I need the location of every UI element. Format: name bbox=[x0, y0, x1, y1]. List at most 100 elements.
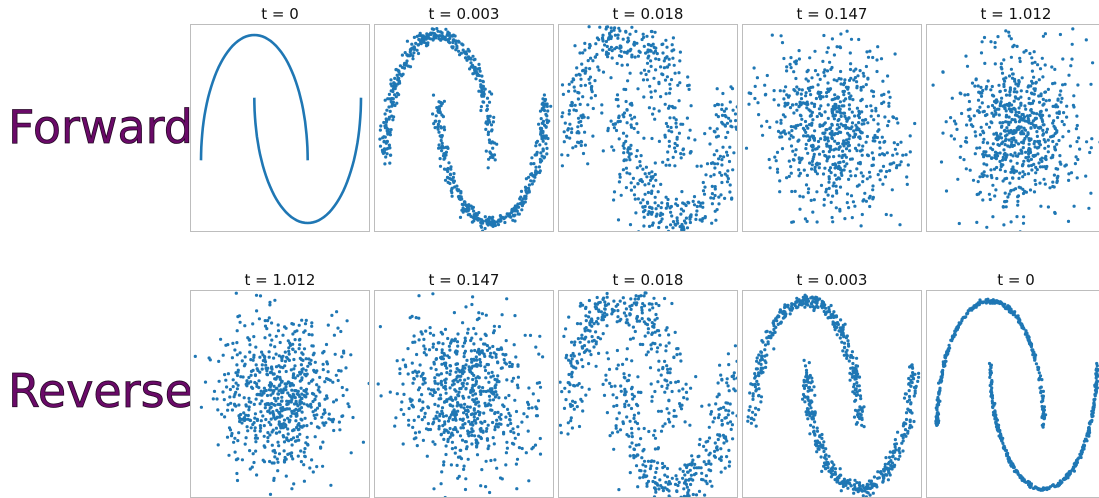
scatter-point bbox=[534, 144, 538, 148]
scatter-point bbox=[899, 160, 903, 164]
scatter-point bbox=[964, 54, 968, 58]
scatter-point bbox=[887, 119, 891, 123]
scatter-point bbox=[847, 91, 851, 95]
scatter-point bbox=[728, 190, 732, 194]
scatter-point bbox=[1039, 94, 1043, 98]
scatter-point bbox=[269, 423, 273, 427]
scatter-point bbox=[483, 332, 487, 336]
scatter-point bbox=[283, 359, 288, 363]
scatter-point bbox=[538, 436, 542, 441]
scatter-point bbox=[1023, 136, 1027, 141]
scatter-point bbox=[507, 393, 511, 398]
scatter-point bbox=[665, 386, 669, 390]
scatter-point bbox=[580, 358, 584, 362]
scatter-point bbox=[489, 220, 493, 224]
scatter-point bbox=[253, 373, 257, 377]
scatter-point bbox=[650, 136, 654, 141]
scatter-point bbox=[689, 213, 693, 217]
scatter-point bbox=[587, 387, 591, 391]
scatter-point bbox=[1059, 100, 1063, 104]
scatter-point bbox=[671, 226, 675, 230]
scatter-point bbox=[644, 165, 648, 169]
scatter-point bbox=[839, 489, 843, 493]
scatter-point bbox=[1018, 59, 1022, 64]
scatter-point bbox=[865, 50, 869, 54]
scatter-point bbox=[584, 319, 588, 323]
scatter-point bbox=[726, 169, 730, 173]
scatter-point bbox=[670, 49, 674, 53]
scatter-point bbox=[282, 418, 287, 422]
scatter-point bbox=[807, 187, 811, 191]
scatter-point bbox=[223, 373, 227, 377]
scatter-point bbox=[612, 126, 616, 130]
scatter-point bbox=[648, 84, 652, 88]
scatter-point bbox=[1085, 140, 1089, 144]
scatter-point bbox=[853, 132, 857, 136]
scatter-point bbox=[654, 68, 658, 72]
scatter-point bbox=[663, 464, 667, 468]
scatter-point bbox=[1041, 119, 1045, 124]
scatter-point bbox=[540, 121, 544, 125]
scatter-point bbox=[449, 165, 453, 169]
scatter-point bbox=[472, 408, 476, 412]
scatter-point bbox=[996, 35, 1000, 39]
scatter-point bbox=[266, 431, 270, 435]
scatter-point bbox=[251, 322, 255, 326]
scatter-point bbox=[282, 387, 286, 391]
scatter-point bbox=[795, 92, 799, 96]
scatter-point bbox=[628, 419, 632, 423]
scatter-point bbox=[636, 390, 641, 394]
scatter-point bbox=[1033, 87, 1037, 91]
scatter-point bbox=[811, 118, 815, 122]
scatter-point bbox=[874, 106, 878, 110]
scatter-point bbox=[1043, 146, 1047, 150]
scatter-point bbox=[712, 129, 716, 133]
scatter-point bbox=[859, 397, 863, 401]
scatter-point bbox=[804, 77, 808, 81]
scatter-point bbox=[303, 455, 307, 459]
scatter-point bbox=[311, 353, 315, 357]
scatter-point bbox=[726, 421, 730, 425]
scatter-point bbox=[310, 321, 314, 325]
scatter-point bbox=[428, 37, 433, 41]
scatter-point bbox=[323, 397, 327, 401]
scatter-point bbox=[850, 216, 854, 220]
scatter-point bbox=[280, 358, 284, 363]
scatter-point bbox=[675, 477, 679, 481]
scatter-point bbox=[444, 381, 448, 385]
scatter-point bbox=[1020, 151, 1024, 155]
scatter-point bbox=[570, 340, 574, 344]
scatter-point bbox=[987, 125, 992, 129]
scatter-point bbox=[541, 129, 545, 134]
scatter-point bbox=[660, 217, 664, 221]
scatter-point bbox=[646, 190, 650, 195]
scatter-point bbox=[625, 347, 629, 351]
scatter-point bbox=[818, 123, 822, 127]
scatter-point bbox=[297, 347, 301, 351]
scatter-point bbox=[244, 382, 248, 386]
scatter-point bbox=[575, 66, 579, 70]
scatter-point bbox=[285, 436, 289, 440]
scatter-point bbox=[999, 136, 1004, 140]
scatter-point bbox=[439, 482, 443, 486]
scatter-point bbox=[842, 93, 846, 97]
scatter-point bbox=[281, 426, 285, 430]
scatter-point bbox=[1001, 179, 1005, 183]
scatter-point bbox=[598, 300, 602, 304]
scatter-point bbox=[534, 165, 538, 169]
scatter-point bbox=[215, 397, 219, 401]
scatter-point bbox=[426, 422, 430, 426]
scatter-point bbox=[840, 173, 844, 177]
scatter-point bbox=[779, 118, 783, 122]
scatter-point bbox=[427, 387, 431, 391]
scatter-point bbox=[815, 172, 819, 176]
scatter-point bbox=[544, 125, 548, 129]
scatter-point bbox=[672, 414, 676, 418]
scatter-point bbox=[668, 367, 672, 371]
scatter-point bbox=[1005, 133, 1009, 137]
scatter-point bbox=[489, 403, 493, 407]
scatter-point bbox=[487, 100, 492, 104]
scatter-point bbox=[587, 25, 591, 29]
scatter-point bbox=[421, 377, 426, 381]
scatter-point bbox=[281, 390, 285, 395]
